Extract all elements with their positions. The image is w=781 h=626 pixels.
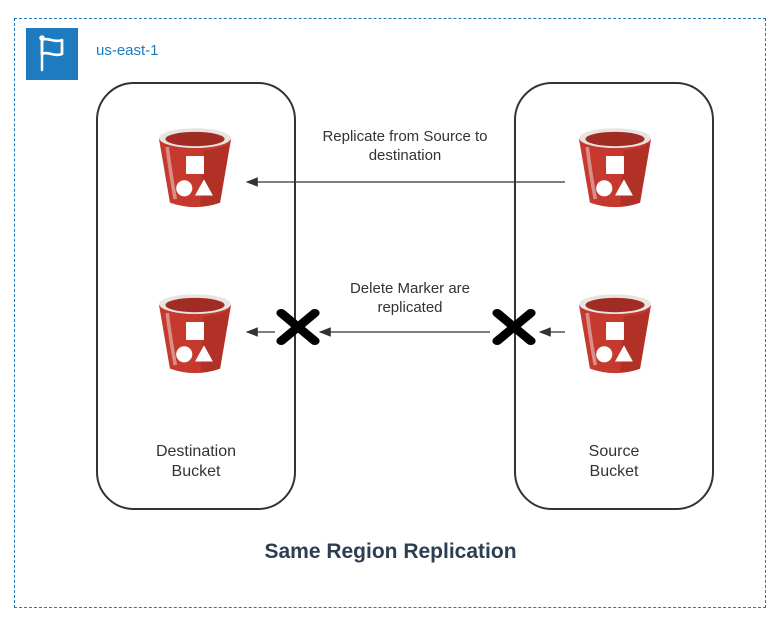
arrow-label-replicate: Replicate from Source to destination	[290, 128, 520, 166]
destination-label-line1: Destination	[156, 443, 236, 460]
bucket-icon	[570, 288, 660, 374]
arrow-label-replicate-l1: Replicate from Source to	[322, 128, 487, 145]
bucket-icon	[570, 122, 660, 208]
region-label: us-east-1	[96, 42, 159, 59]
source-label: Source Bucket	[516, 442, 712, 482]
diagram-title: Same Region Replication	[0, 540, 781, 564]
arrow-label-replicate-l2: destination	[369, 147, 442, 164]
bucket-icon	[150, 122, 240, 208]
arrow-label-delete-l2: replicated	[377, 299, 442, 316]
region-flag-icon	[26, 28, 78, 80]
arrow-label-delete-l1: Delete Marker are	[350, 280, 470, 297]
destination-label: Destination Bucket	[98, 442, 294, 482]
arrow-label-delete-marker: Delete Marker are replicated	[320, 280, 500, 318]
source-label-line2: Bucket	[590, 463, 639, 480]
source-label-line1: Source	[589, 443, 640, 460]
delete-x-icon	[274, 307, 322, 347]
delete-x-icon	[490, 307, 538, 347]
destination-label-line2: Bucket	[172, 463, 221, 480]
bucket-icon	[150, 288, 240, 374]
